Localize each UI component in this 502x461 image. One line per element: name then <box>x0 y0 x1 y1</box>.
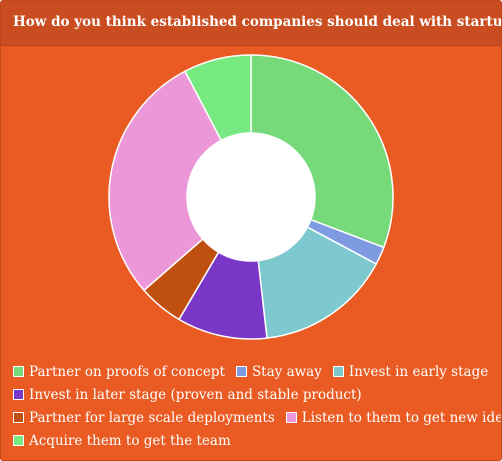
legend-swatch <box>13 435 24 446</box>
chart-header: How do you think established companies s… <box>1 1 501 46</box>
legend-label: Acquire them to get the team <box>29 433 231 449</box>
legend-item[interactable]: Partner on proofs of concept <box>13 364 225 380</box>
legend-row: Invest in later stage (proven and stable… <box>13 387 493 410</box>
legend-swatch <box>332 366 344 377</box>
legend-item[interactable]: Stay away <box>235 364 322 380</box>
legend-item[interactable]: Listen to them to get new ideas <box>285 410 502 426</box>
legend-item[interactable]: Invest in early stage <box>332 364 489 380</box>
legend-label: Listen to them to get new ideas <box>301 410 502 426</box>
legend-swatch <box>285 412 297 423</box>
chart-title: How do you think established companies s… <box>13 14 502 30</box>
legend-label: Invest in early stage <box>348 364 489 380</box>
legend-item[interactable]: Partner for large scale deployments <box>13 410 275 426</box>
legend-swatch <box>13 389 24 400</box>
legend-label: Stay away <box>251 364 322 380</box>
legend-swatch <box>13 366 24 377</box>
legend-row: Acquire them to get the team <box>13 433 493 456</box>
legend-label: Partner for large scale deployments <box>29 410 275 426</box>
legend-item[interactable]: Acquire them to get the team <box>13 433 231 449</box>
legend-label: Invest in later stage (proven and stable… <box>29 387 362 403</box>
legend-row: Partner on proofs of concept Stay away Inv… <box>13 364 493 387</box>
legend-swatch <box>13 412 24 423</box>
donut-hole <box>187 133 315 261</box>
legend-row: Partner for large scale deployments Liste… <box>13 410 501 433</box>
legend-label: Partner on proofs of concept <box>29 364 225 380</box>
chart-legend: Partner on proofs of concept Stay away Inv… <box>13 364 501 456</box>
legend-swatch <box>235 366 247 377</box>
legend-item[interactable]: Invest in later stage (proven and stable… <box>13 387 362 403</box>
